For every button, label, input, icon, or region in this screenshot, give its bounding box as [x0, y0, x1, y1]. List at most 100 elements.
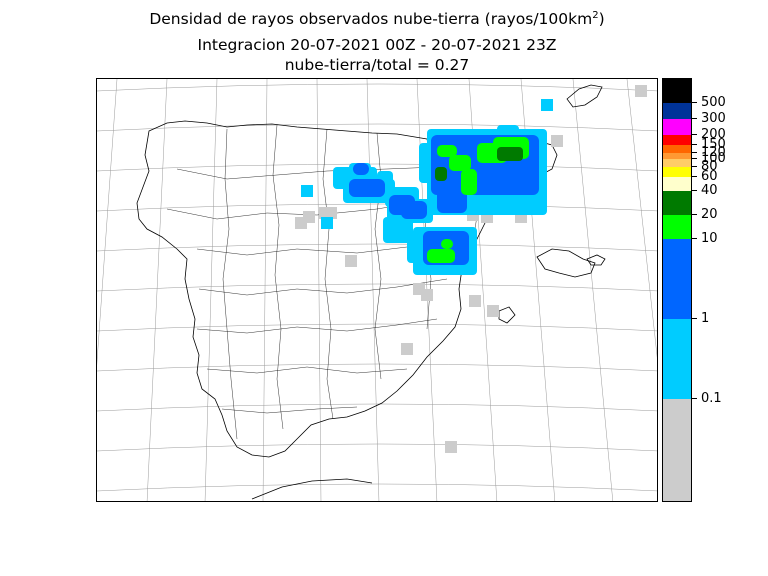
colorbar-tick-label: 60 — [701, 169, 718, 184]
colorbar-tick-label: 0.1 — [701, 391, 722, 406]
density-cell — [353, 163, 369, 175]
map-panel — [96, 78, 658, 502]
colorbar-segment — [663, 177, 691, 191]
ibiza-island — [498, 306, 516, 324]
lightning-density-cells — [295, 85, 647, 453]
colorbar-segment — [663, 319, 691, 399]
density-cell — [321, 217, 333, 229]
integration-period-title: Integracion 20-07-2021 00Z - 20-07-2021 … — [197, 36, 557, 54]
density-cell — [401, 343, 413, 355]
colorbar-tick — [692, 166, 697, 167]
density-cell — [445, 441, 457, 453]
meridian — [316, 79, 322, 501]
parallel — [97, 83, 657, 92]
density-cell — [469, 295, 481, 307]
parallel — [97, 403, 657, 412]
border — [206, 366, 408, 374]
density-cell — [401, 201, 427, 219]
colorbar-segment — [663, 103, 691, 119]
meridian — [262, 79, 268, 501]
density-cell — [441, 239, 453, 249]
density-cell — [551, 135, 563, 147]
colorbar-tick-label: 100 — [701, 151, 726, 166]
colorbar-tick-label: 40 — [701, 183, 718, 198]
north-africa-coast — [251, 478, 373, 500]
meridian — [146, 79, 168, 501]
density-cell — [413, 283, 425, 295]
parallel — [97, 163, 657, 172]
administrative-borders — [166, 124, 522, 440]
colorbar-tick — [692, 214, 697, 215]
meridian — [366, 79, 380, 501]
colorbar-tick-label: 80 — [701, 159, 718, 174]
colorbar-segment — [663, 191, 691, 215]
colorbar-segment — [663, 135, 691, 145]
density-cell — [461, 169, 477, 195]
graticule-lines — [97, 79, 657, 501]
density-cell — [449, 155, 471, 171]
density-cell — [541, 99, 553, 111]
colorbar-segment — [663, 167, 691, 177]
density-cell — [319, 207, 331, 219]
coastline — [136, 84, 606, 500]
density-cell — [295, 217, 307, 229]
density-cell — [435, 167, 447, 181]
colorbar-tick — [692, 152, 697, 153]
colorbar-segment — [663, 79, 691, 103]
colorbar-segment — [663, 159, 691, 167]
title-line1-text: Densidad de rayos observados nube-tierra… — [149, 10, 593, 29]
corsica-coast — [566, 84, 603, 108]
density-cell — [437, 187, 467, 213]
colorbar-segment — [663, 145, 691, 153]
colorbar-tick-label: 500 — [701, 95, 726, 110]
parallel — [97, 123, 657, 132]
density-cell — [301, 185, 313, 197]
colorbar — [662, 78, 692, 502]
colorbar-segment — [663, 239, 691, 319]
density-cell — [635, 85, 647, 97]
colorbar-tick-label: 10 — [701, 231, 718, 246]
colorbar-tick-label: 20 — [701, 207, 718, 222]
border — [176, 166, 438, 180]
border — [221, 406, 358, 414]
border — [198, 278, 448, 296]
colorbar-tick — [692, 158, 697, 159]
colorbar-tick — [692, 398, 697, 399]
colorbar-tick — [692, 102, 697, 103]
density-cell — [427, 249, 455, 263]
colorbar-tick-label: 300 — [701, 111, 726, 126]
density-cell — [487, 305, 499, 317]
chart-title: Densidad de rayos observados nube-tierra… — [96, 10, 658, 28]
colorbar-tick — [692, 134, 697, 135]
colorbar-tick — [692, 190, 697, 191]
colorbar-segment — [663, 153, 691, 159]
density-cell — [437, 145, 457, 157]
density-cell — [383, 217, 413, 243]
parallel — [97, 283, 657, 292]
colorbar-tick-label: 200 — [701, 127, 726, 142]
parallel — [97, 363, 657, 372]
title-line1-close: ) — [598, 10, 605, 29]
colorbar-tick — [692, 176, 697, 177]
meridian — [204, 79, 218, 501]
colorbar-tick — [692, 144, 697, 145]
meridian — [572, 79, 614, 501]
iberian-peninsula-outline — [136, 120, 558, 458]
meridian — [626, 79, 657, 358]
colorbar-segment — [663, 215, 691, 239]
border — [272, 124, 284, 430]
border — [222, 128, 238, 440]
colorbar-tick-label: 120 — [701, 145, 726, 160]
density-cell — [497, 147, 523, 161]
title-unit-superscript: 2 — [592, 10, 599, 21]
colorbar-segment — [663, 119, 691, 135]
colorbar-tick — [692, 318, 697, 319]
colorbar-tick — [692, 238, 697, 239]
parallel — [97, 323, 657, 332]
border — [322, 128, 334, 420]
lightning-density-map — [97, 79, 657, 501]
colorbar-tick-label: 150 — [701, 137, 726, 152]
parallel — [97, 483, 657, 492]
colorbar-segment — [663, 399, 691, 501]
menorca-island — [586, 254, 606, 266]
